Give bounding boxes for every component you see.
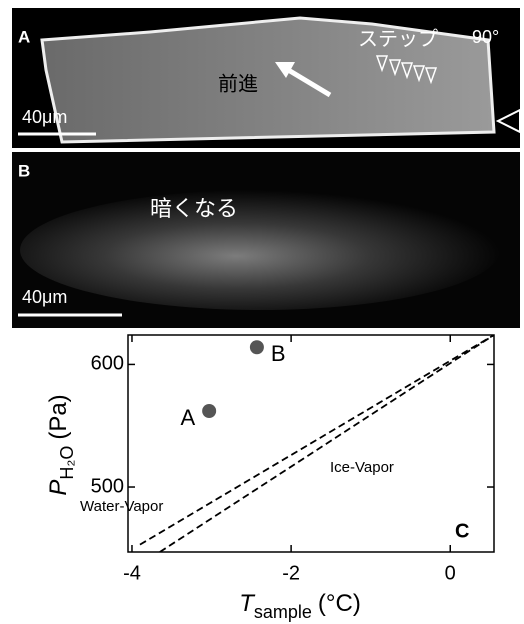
x-tick-label: 0 bbox=[445, 562, 456, 584]
annotation: ステップ bbox=[358, 28, 438, 50]
y-axis-title: PH₂O(Pa) bbox=[45, 394, 76, 495]
x-tick-label: -4 bbox=[123, 562, 141, 584]
glow bbox=[20, 190, 500, 310]
scale-label: 40μm bbox=[22, 287, 67, 307]
line-label: Water-Vapor bbox=[80, 498, 163, 515]
annotation: 前進 bbox=[218, 72, 258, 95]
plot-area bbox=[140, 335, 494, 552]
annotation: 暗くなる bbox=[150, 196, 238, 221]
panel-label: A bbox=[18, 27, 30, 46]
plot: Water-Vapor Ice-Vapor A B bbox=[80, 335, 494, 552]
y-tick-label: 600 bbox=[91, 353, 124, 375]
point-label: B bbox=[271, 341, 286, 366]
data-point bbox=[250, 340, 264, 354]
phase-line bbox=[140, 335, 494, 545]
phase-line bbox=[160, 335, 494, 552]
panel-label: C bbox=[455, 520, 469, 542]
figure: A ステップ 90° 前進 40μm B 暗くなる 40μm Water-Vap… bbox=[0, 0, 524, 624]
y-tick-label: 500 bbox=[91, 475, 124, 497]
x-tick-label: -2 bbox=[282, 562, 300, 584]
point-label: A bbox=[180, 405, 195, 430]
annotation: 90° bbox=[472, 27, 499, 47]
x-axis-title: Tsample(°C) bbox=[239, 590, 361, 621]
panel-label: B bbox=[18, 161, 30, 180]
scale-label: 40μm bbox=[22, 107, 67, 127]
line-label: Ice-Vapor bbox=[330, 459, 394, 476]
data-point bbox=[202, 404, 216, 418]
